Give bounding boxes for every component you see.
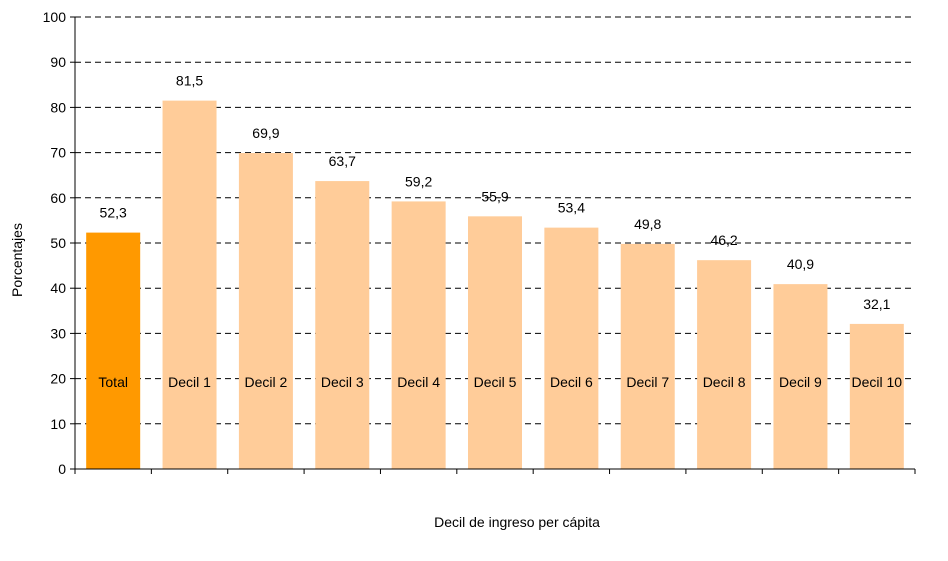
y-tick-label: 10 xyxy=(50,416,66,432)
y-tick-label: 0 xyxy=(58,461,66,477)
y-tick-label: 50 xyxy=(50,235,66,251)
bar-decil-10 xyxy=(849,323,904,469)
y-tick-label: 30 xyxy=(50,325,66,341)
axes: 0 10 20 30 40 50 60 70 80 90 100 Total Decil 1 Decil … xyxy=(43,9,916,477)
bar-decil-1 xyxy=(162,100,217,470)
bar-decil-6 xyxy=(544,227,599,469)
data-label: 49,8 xyxy=(634,216,661,232)
x-tick-label: Decil 6 xyxy=(550,374,593,390)
data-label: 46,2 xyxy=(710,232,737,248)
x-tick-label: Decil 7 xyxy=(626,374,669,390)
y-tick-label: 40 xyxy=(50,280,66,296)
y-tick-label: 100 xyxy=(43,9,67,25)
data-label: 55,9 xyxy=(481,188,508,204)
data-label: 32,1 xyxy=(863,296,890,312)
bar-decil-4 xyxy=(391,201,446,469)
data-labels: 52,3 81,5 69,9 63,7 59,2 55,9 53,4 49,8 46,2 40,9… xyxy=(100,73,891,312)
bar-decil-3 xyxy=(315,181,370,470)
x-tick-label: Decil 4 xyxy=(397,374,440,390)
x-axis-title: Decil de ingreso per cápita xyxy=(434,514,600,530)
y-tick-label: 80 xyxy=(50,99,66,115)
x-tick-label: Decil 3 xyxy=(321,374,364,390)
data-label: 81,5 xyxy=(176,73,203,89)
y-tick-label: 70 xyxy=(50,145,66,161)
y-tick-label: 20 xyxy=(50,371,66,387)
bar-decil-2 xyxy=(238,153,293,469)
x-tick-label: Decil 5 xyxy=(474,374,517,390)
bar-decil-8 xyxy=(697,260,752,469)
x-tick-label: Decil 10 xyxy=(852,374,903,390)
x-tick-label: Decil 8 xyxy=(703,374,746,390)
bar-decil-5 xyxy=(468,216,522,469)
data-label: 59,2 xyxy=(405,173,432,189)
x-tick-label: Decil 9 xyxy=(779,374,822,390)
data-label: 40,9 xyxy=(787,256,814,272)
bars xyxy=(86,100,904,470)
data-label: 53,4 xyxy=(558,200,585,216)
x-tick-label: Total xyxy=(98,374,128,390)
bar-total xyxy=(86,232,141,469)
data-label: 52,3 xyxy=(100,205,127,221)
x-tick-label: Decil 1 xyxy=(168,374,211,390)
bar-decil-7 xyxy=(620,243,675,469)
data-label: 63,7 xyxy=(329,153,356,169)
x-tick-label: Decil 2 xyxy=(245,374,288,390)
y-axis-title: Porcentajes xyxy=(9,223,25,297)
bar-decil-9 xyxy=(773,284,828,469)
y-tick-label: 60 xyxy=(50,190,66,206)
data-label: 69,9 xyxy=(252,125,279,141)
y-tick-label: 90 xyxy=(50,54,66,70)
